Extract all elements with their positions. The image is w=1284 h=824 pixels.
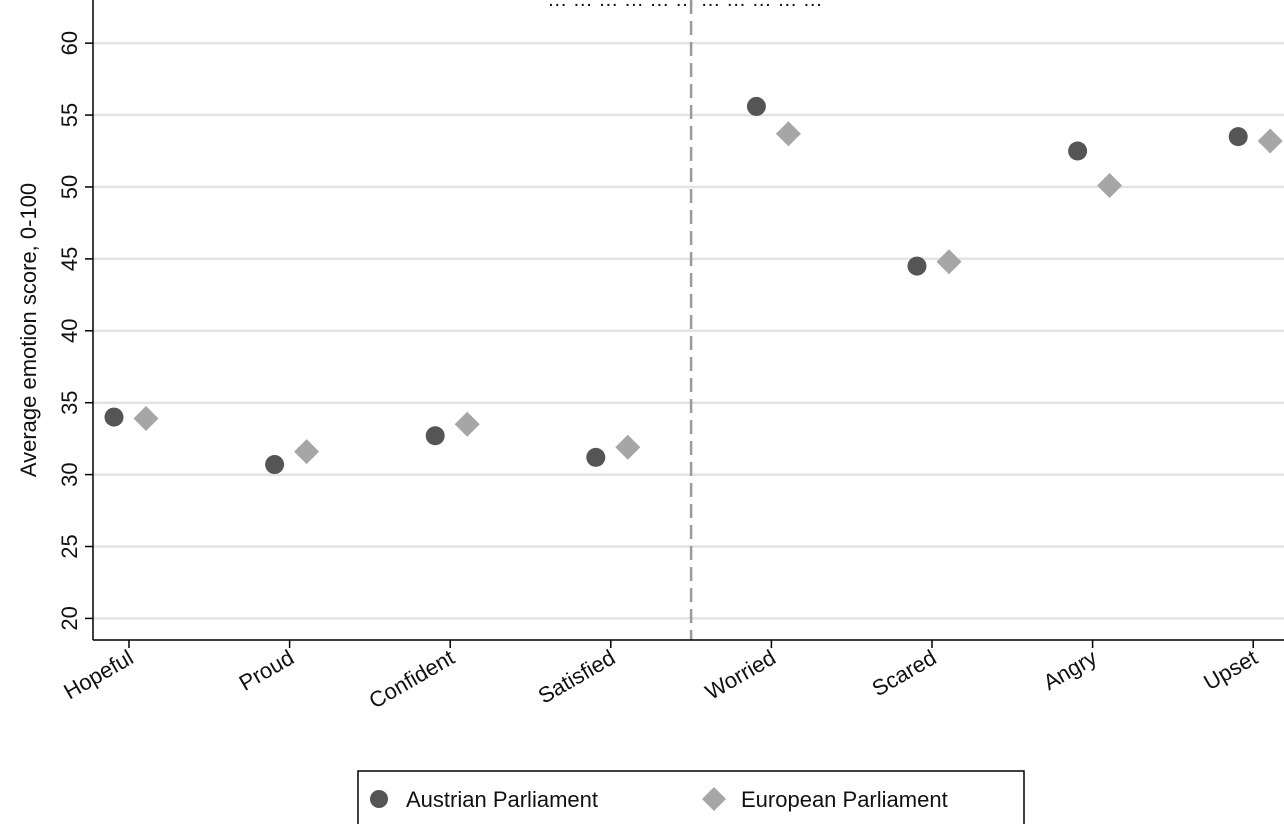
point-european-parliament-scared: [936, 249, 962, 275]
y-tick-label-35: 35: [57, 390, 82, 414]
y-tick-label-20: 20: [57, 606, 82, 630]
point-austrian-parliament-satisfied: [586, 447, 606, 467]
y-tick-label-50: 50: [57, 175, 82, 199]
x-tick-label-scared: Scared: [868, 645, 941, 702]
point-austrian-parliament-confident: [425, 426, 445, 446]
y-axis-title: Average emotion score, 0-100: [16, 183, 41, 477]
axes: 20 25 30 35 40 45 50 55 60 Hopeful Proud Confident S…: [57, 0, 1284, 713]
y-tick-label-45: 45: [57, 247, 82, 271]
point-austrian-parliament-proud: [265, 455, 285, 475]
legend: Austrian Parliament European Parliament: [357, 770, 1025, 824]
legend-label-austrian-parliament: Austrian Parliament: [406, 787, 598, 812]
point-european-parliament-upset: [1257, 128, 1283, 154]
legend-box: [357, 770, 1025, 824]
point-european-parliament-worried: [775, 121, 801, 147]
point-austrian-parliament-upset: [1228, 127, 1248, 147]
y-tick-label-55: 55: [57, 103, 82, 127]
point-european-parliament-angry: [1097, 173, 1123, 199]
point-european-parliament-hopeful: [133, 406, 159, 432]
legend-marker-european-parliament: [702, 787, 726, 811]
point-austrian-parliament-scared: [907, 256, 927, 276]
chart-title: … … … … … … … … … … …: [547, 0, 823, 11]
point-european-parliament-confident: [454, 411, 480, 437]
y-tick-label-40: 40: [57, 319, 82, 343]
x-tick-label-worried: Worried: [701, 645, 780, 705]
legend-label-european-parliament: European Parliament: [741, 787, 948, 812]
point-european-parliament-satisfied: [615, 434, 641, 460]
x-tick-label-proud: Proud: [235, 645, 298, 696]
x-tick-label-satisfied: Satisfied: [534, 645, 620, 709]
point-austrian-parliament-worried: [746, 96, 766, 116]
x-tick-label-upset: Upset: [1199, 645, 1261, 695]
point-austrian-parliament-angry: [1068, 141, 1088, 161]
x-tick-label-confident: Confident: [365, 645, 459, 714]
data-points: [104, 96, 1283, 475]
point-european-parliament-proud: [294, 439, 320, 465]
x-tick-label-hopeful: Hopeful: [59, 645, 137, 705]
x-tick-label-angry: Angry: [1039, 645, 1101, 695]
y-tick-label-60: 60: [57, 31, 82, 55]
legend-marker-austrian-parliament: [370, 790, 388, 808]
y-tick-label-25: 25: [57, 534, 82, 558]
point-austrian-parliament-hopeful: [104, 407, 124, 427]
gridlines: [93, 41, 1284, 620]
y-tick-label-30: 30: [57, 462, 82, 486]
